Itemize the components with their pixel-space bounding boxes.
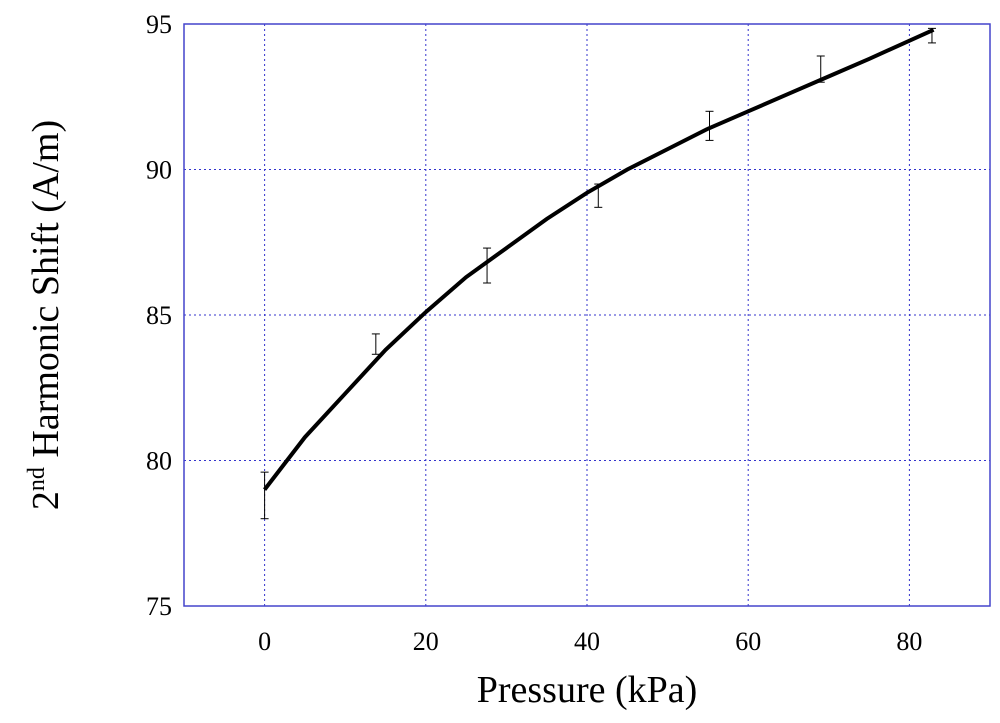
y-label-base: 2 bbox=[25, 491, 67, 510]
y-tick-label: 85 bbox=[146, 301, 172, 330]
fit-curve bbox=[263, 27, 935, 491]
y-tick-label: 90 bbox=[146, 156, 172, 185]
y-tick-label: 95 bbox=[146, 10, 172, 39]
x-tick-label: 20 bbox=[413, 627, 439, 656]
error-bar bbox=[260, 471, 269, 520]
error-bar bbox=[816, 55, 825, 83]
y-axis-label: 2nd Harmonic Shift (A/m) bbox=[24, 120, 67, 510]
x-tick-label: 60 bbox=[735, 627, 761, 656]
x-tick-label: 80 bbox=[896, 627, 922, 656]
error-bar bbox=[371, 333, 380, 355]
y-label-rest: Harmonic Shift (A/m) bbox=[25, 120, 67, 467]
error-bar bbox=[594, 183, 603, 208]
plot-frame bbox=[183, 23, 991, 607]
x-tick-label: 0 bbox=[258, 627, 271, 656]
y-tick-label: 80 bbox=[146, 447, 172, 476]
error-bar bbox=[705, 110, 714, 141]
y-tick-label: 75 bbox=[146, 592, 172, 621]
error-bar bbox=[927, 27, 936, 44]
y-label-sup: nd bbox=[24, 467, 50, 491]
x-axis-label: Pressure (kPa) bbox=[477, 669, 698, 711]
error-bar bbox=[483, 247, 492, 284]
x-tick-label: 40 bbox=[574, 627, 600, 656]
